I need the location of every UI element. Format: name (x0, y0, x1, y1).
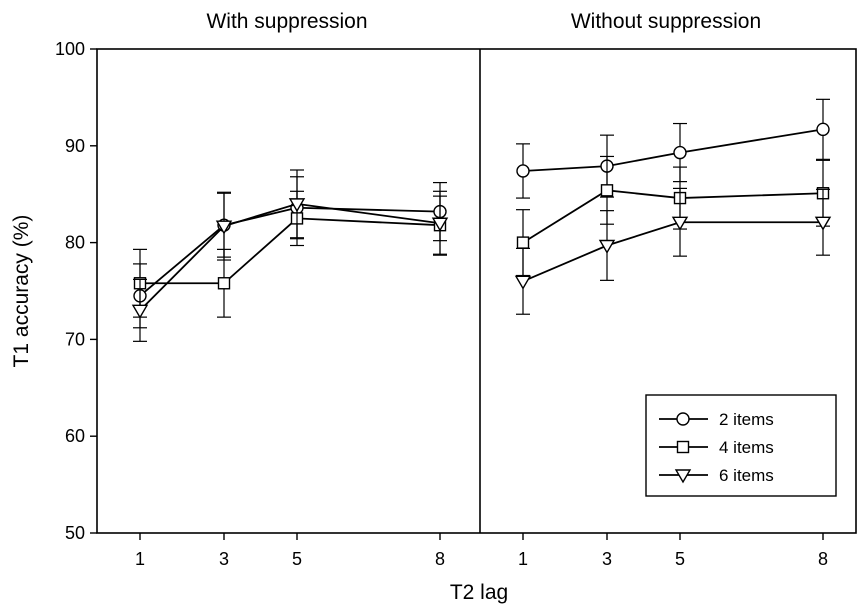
data-point (814, 216, 832, 231)
data-point (816, 122, 830, 137)
plot-area: 50 60 70 80 90 100 1 3 5 8 1 3 5 8 2 items 4 items 6 ite… (55, 39, 857, 569)
x-tick-label: 8 (435, 549, 445, 569)
x-tick-label: 3 (219, 549, 229, 569)
legend-label: 6 items (719, 466, 774, 485)
data-point (288, 198, 306, 213)
x-tick-label: 3 (602, 549, 612, 569)
data-point (516, 164, 530, 178)
data-point (516, 236, 530, 249)
y-tick-label: 90 (65, 136, 85, 156)
y-tick-label: 50 (65, 523, 85, 543)
data-point (600, 184, 614, 197)
x-tick-label: 8 (818, 549, 828, 569)
data-point (217, 277, 231, 290)
data-point (131, 304, 149, 319)
y-axis-title: T1 accuracy (%) (10, 215, 33, 368)
y-tick-label: 100 (55, 39, 85, 59)
panel-title-left: With suppression (206, 10, 367, 33)
legend-label: 4 items (719, 438, 774, 457)
x-tick-label: 1 (135, 549, 145, 569)
series-line-1 (522, 128, 824, 172)
data-point (598, 239, 616, 254)
data-point (431, 217, 449, 232)
data-point (673, 145, 687, 160)
series-line-3 (522, 221, 823, 283)
x-axis-title: T2 lag (450, 581, 508, 604)
legend-label: 2 items (719, 410, 774, 429)
x-tick-label: 5 (292, 549, 302, 569)
y-tick-label: 80 (65, 233, 85, 253)
series-line-3 (139, 202, 441, 311)
data-point (215, 220, 233, 235)
series-line-2 (140, 217, 441, 285)
data-point (514, 275, 532, 290)
data-point (671, 216, 689, 231)
x-tick-label: 5 (675, 549, 685, 569)
legend-marker (674, 469, 692, 484)
legend-marker (676, 412, 690, 426)
y-tick-label: 60 (65, 426, 85, 446)
legend-marker (676, 440, 690, 454)
series-line-2 (522, 189, 824, 244)
y-tick-label: 70 (65, 329, 85, 349)
series-line-1 (139, 206, 441, 297)
x-tick-label: 1 (518, 549, 528, 569)
plot-frame (96, 48, 857, 534)
panel-title-right: Without suppression (571, 10, 761, 33)
